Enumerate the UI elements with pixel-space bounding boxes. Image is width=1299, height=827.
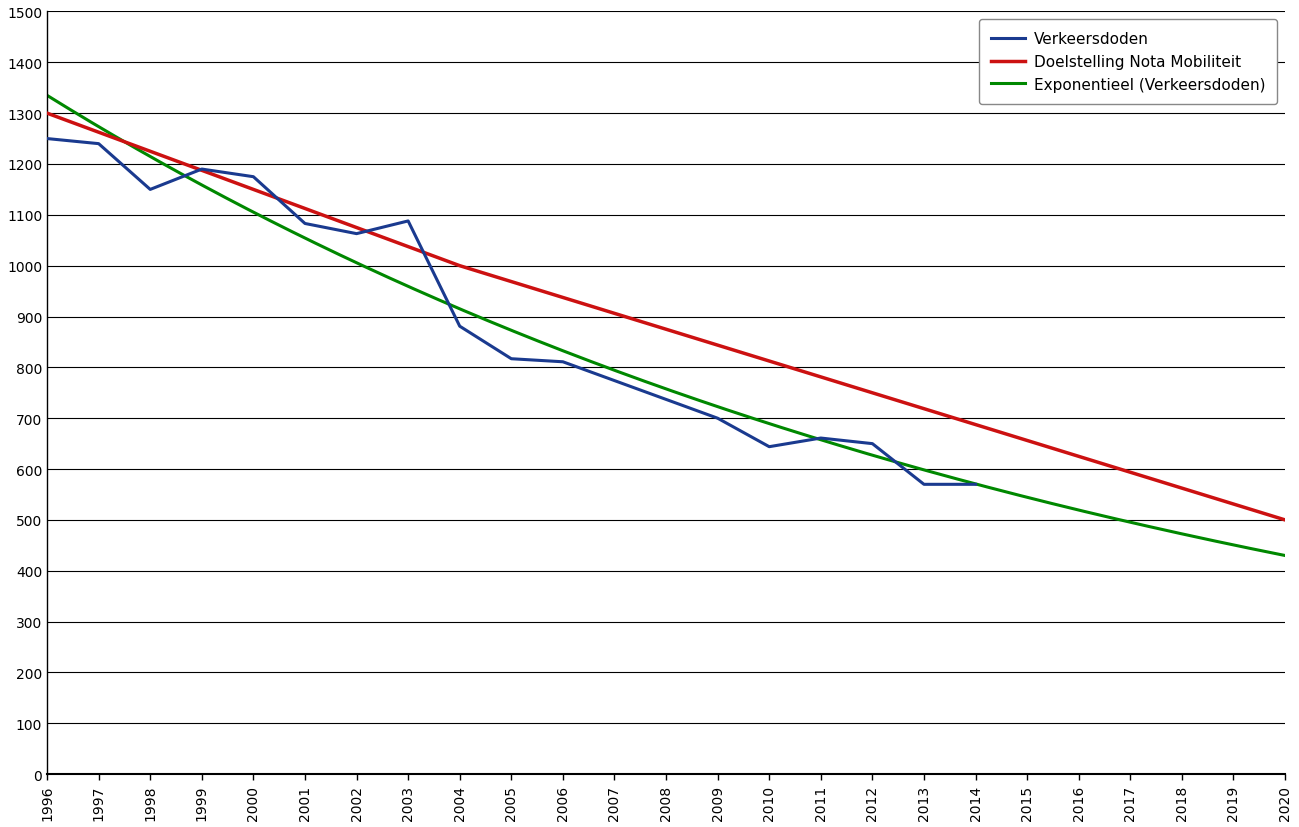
Exponentieel (Verkeersdoden)	[627, 373, 643, 383]
Exponentieel (Verkeersdoden)	[709, 402, 725, 412]
Verkeersdoden	[246, 173, 261, 183]
Verkeersdoden	[865, 439, 881, 449]
Verkeersdoden	[91, 140, 107, 150]
Doelstelling Nota Mobiliteit	[452, 261, 468, 271]
Exponentieel (Verkeersdoden)	[1053, 501, 1069, 511]
Exponentieel (Verkeersdoden)	[776, 423, 791, 433]
Verkeersdoden	[297, 219, 313, 229]
Exponentieel (Verkeersdoden)	[39, 91, 55, 101]
Verkeersdoden	[813, 433, 829, 443]
Doelstelling Nota Mobiliteit	[39, 109, 55, 119]
Doelstelling Nota Mobiliteit	[1277, 515, 1293, 525]
Verkeersdoden	[143, 185, 158, 195]
Exponentieel (Verkeersdoden)	[635, 376, 651, 386]
Line: Exponentieel (Verkeersdoden): Exponentieel (Verkeersdoden)	[47, 96, 1285, 556]
Verkeersdoden	[916, 480, 931, 490]
Exponentieel (Verkeersdoden)	[1277, 551, 1293, 561]
Line: Doelstelling Nota Mobiliteit: Doelstelling Nota Mobiliteit	[47, 114, 1285, 520]
Verkeersdoden	[761, 442, 777, 452]
Verkeersdoden	[504, 354, 520, 364]
Verkeersdoden	[709, 414, 725, 423]
Verkeersdoden	[968, 480, 983, 490]
Verkeersdoden	[555, 357, 570, 367]
Verkeersdoden	[400, 217, 416, 227]
Line: Verkeersdoden: Verkeersdoden	[47, 140, 976, 485]
Verkeersdoden	[39, 135, 55, 145]
Exponentieel (Verkeersdoden)	[1247, 545, 1263, 555]
Verkeersdoden	[452, 322, 468, 332]
Verkeersdoden	[348, 229, 364, 239]
Legend: Verkeersdoden, Doelstelling Nota Mobiliteit, Exponentieel (Verkeersdoden): Verkeersdoden, Doelstelling Nota Mobilit…	[978, 20, 1277, 105]
Verkeersdoden	[194, 165, 209, 174]
